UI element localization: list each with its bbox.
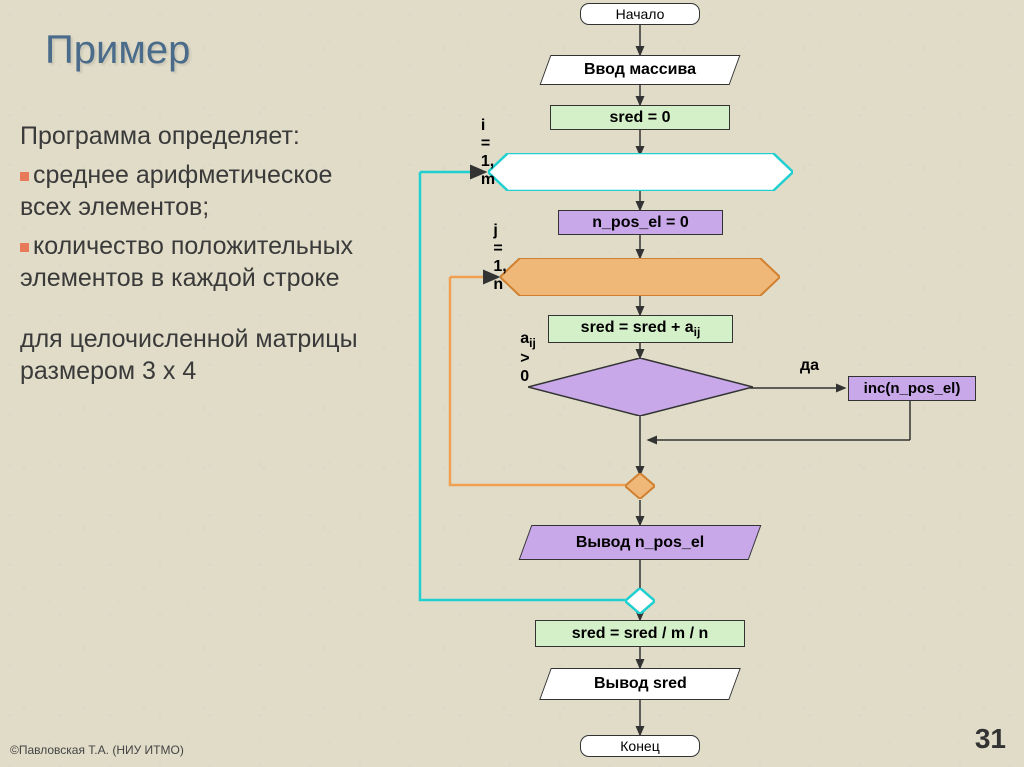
node-npos-zero: n_pos_el = 0: [558, 210, 723, 235]
node-output-sred: Вывод sred: [539, 668, 741, 700]
node-input-array: Ввод массива: [540, 55, 741, 85]
node-start: Начало: [580, 3, 700, 25]
node-end: Конец: [580, 735, 700, 757]
bullet-1: среднее арифметическое всех элементов;: [20, 159, 380, 224]
bullet-icon: [20, 172, 29, 181]
node-inc: inc(n_pos_el): [848, 376, 976, 401]
tail-line: для целочисленной матрицы размером 3 х 4: [20, 323, 380, 388]
slide-title: Пример: [45, 28, 190, 73]
label-yes: да: [800, 357, 819, 375]
bullet-2: количество положительных элементов в каж…: [20, 230, 380, 295]
bullet-icon: [20, 243, 29, 252]
copyright: ©Павловская Т.А. (НИУ ИТМО): [10, 743, 184, 757]
node-output-npos: Вывод n_pos_el: [519, 525, 762, 560]
node-sred-zero: sred = 0: [550, 105, 730, 130]
node-sred-div: sred = sred / m / n: [535, 620, 745, 647]
body-text: Программа определяет: среднее арифметиче…: [20, 120, 380, 394]
flowchart: Начало Ввод массива sred = 0 i = 1, m n_…: [380, 0, 1020, 767]
intro-line: Программа определяет:: [20, 120, 380, 153]
node-sred-add: sred = sred + aij: [548, 315, 733, 343]
